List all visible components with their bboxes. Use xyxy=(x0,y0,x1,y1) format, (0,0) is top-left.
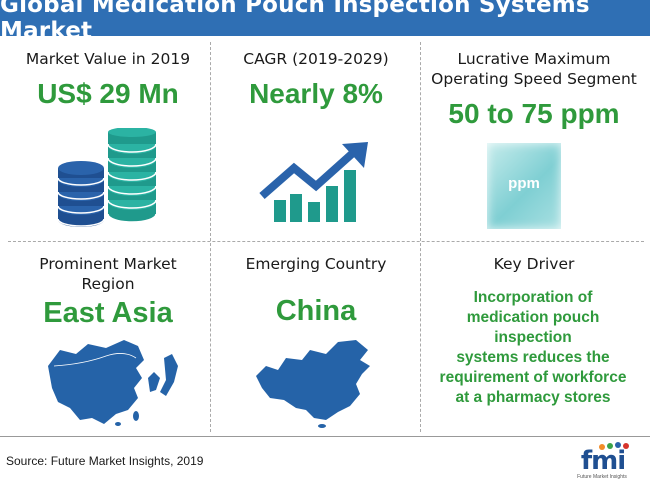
east-asia-map-icon xyxy=(48,340,178,426)
country-value: China xyxy=(275,295,357,327)
china-map-icon xyxy=(256,340,370,428)
fmi-logo-tagline: Future Market Insights xyxy=(577,474,627,480)
divider-v1 xyxy=(210,42,211,432)
country-cell: Emerging Country China xyxy=(208,254,424,328)
footer-divider xyxy=(0,436,650,437)
driver-line: at a pharmacy stores xyxy=(455,389,611,406)
market-value: US$ 29 Mn xyxy=(37,78,179,109)
region-value: East Asia xyxy=(43,297,173,329)
driver-line: requirement of workforce xyxy=(439,369,627,386)
speed-label-line2: Operating Speed Segment xyxy=(431,70,637,88)
growth-chart-icon xyxy=(259,142,368,222)
coins-icon xyxy=(57,128,157,227)
region-label-line2: Region xyxy=(81,275,135,293)
speed-label-line1: Lucrative Maximum xyxy=(457,50,611,68)
market-value-cell: Market Value in 2019 US$ 29 Mn xyxy=(0,49,216,111)
driver-line: medication pouch inspection xyxy=(466,309,600,346)
market-value-label: Market Value in 2019 xyxy=(25,50,191,68)
speed-value: 50 to 75 ppm xyxy=(448,98,620,129)
divider-v2 xyxy=(420,42,421,432)
fmi-logo: fmi Future Market Insights xyxy=(566,440,638,480)
cagr-value: Nearly 8% xyxy=(249,78,383,109)
driver-line: systems reduces the xyxy=(456,349,610,366)
speed-cell: Lucrative Maximum Operating Speed Segmen… xyxy=(420,49,648,131)
country-label: Emerging Country xyxy=(245,255,387,273)
divider-h1 xyxy=(8,241,644,242)
region-label-line1: Prominent Market xyxy=(39,255,177,273)
fmi-logo-text: fmi xyxy=(580,446,626,476)
region-cell: Prominent Market Region East Asia xyxy=(0,254,216,330)
title-banner: Global Medication Pouch Inspection Syste… xyxy=(0,0,650,44)
driver-cell: Key Driver xyxy=(420,254,648,274)
fmi-logo-dots-icon xyxy=(599,442,629,450)
cagr-label: CAGR (2019-2029) xyxy=(243,50,389,68)
driver-line: Incorporation of xyxy=(473,289,593,306)
pouch-label: ppm xyxy=(508,175,540,192)
page-title: Global Medication Pouch Inspection Syste… xyxy=(0,0,590,44)
pouch-icon: ppm xyxy=(487,143,561,229)
source-note: Source: Future Market Insights, 2019 xyxy=(6,454,204,468)
driver-label: Key Driver xyxy=(493,255,575,273)
driver-text: Incorporation of medication pouch inspec… xyxy=(430,288,636,408)
cagr-cell: CAGR (2019-2029) Nearly 8% xyxy=(208,49,424,111)
